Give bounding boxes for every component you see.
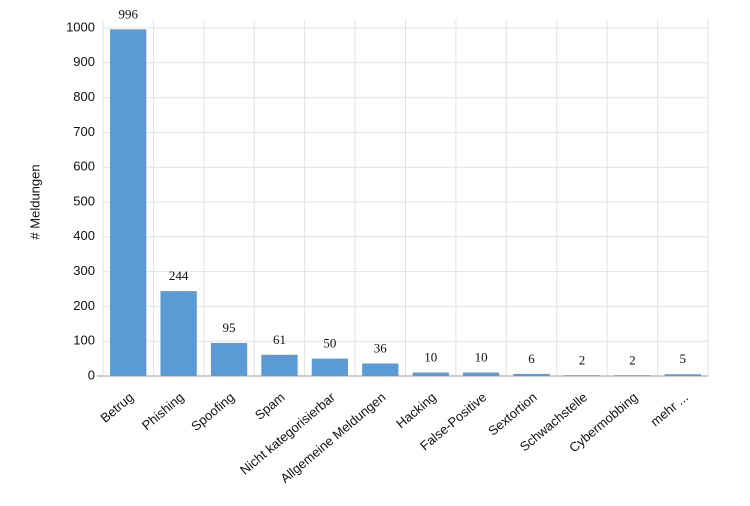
bar — [462, 372, 500, 376]
bar — [110, 29, 147, 377]
data-label: 244 — [169, 268, 189, 283]
data-label: 996 — [118, 6, 138, 21]
data-label: 50 — [323, 336, 336, 351]
y-tick-label: 0 — [88, 367, 95, 382]
y-tick-label: 1000 — [66, 19, 95, 34]
y-tick-label: 600 — [73, 159, 95, 174]
data-label: 36 — [374, 340, 388, 355]
x-tick-label: Betrug — [97, 389, 136, 425]
data-label: 95 — [223, 320, 236, 335]
x-tick-label: Spam — [252, 389, 288, 422]
bar — [362, 363, 399, 376]
y-tick-label: 500 — [73, 193, 95, 208]
y-tick-label: 300 — [73, 263, 95, 278]
y-tick-label: 700 — [73, 124, 95, 139]
y-tick-label: 200 — [73, 298, 95, 313]
bar — [261, 354, 298, 376]
data-label: 10 — [424, 350, 437, 365]
data-label: 6 — [528, 351, 535, 366]
y-tick-label: 400 — [73, 228, 95, 243]
data-label: 5 — [680, 351, 687, 366]
x-tick-label: Phishing — [139, 389, 187, 433]
bar — [210, 342, 248, 376]
bar — [412, 372, 449, 376]
bar — [160, 291, 197, 376]
data-label: 10 — [475, 350, 488, 365]
bar — [513, 373, 550, 376]
data-label: 2 — [579, 352, 586, 367]
x-tick-label: Spoofing — [188, 389, 237, 433]
y-axis-label: # Meldungen — [27, 164, 42, 239]
bar — [614, 375, 651, 376]
data-label: 2 — [629, 352, 636, 367]
y-tick-label: 900 — [73, 54, 95, 69]
bar — [311, 358, 349, 376]
bar — [563, 375, 601, 376]
y-tick-label: 800 — [73, 89, 95, 104]
x-tick-label: Hacking — [393, 389, 439, 431]
x-tick-label: mehr ... — [648, 389, 691, 429]
bar — [664, 374, 701, 376]
y-tick-label: 100 — [73, 333, 95, 348]
x-tick-label: Nicht kategorisierbar — [237, 389, 338, 478]
data-label: 61 — [273, 332, 286, 347]
